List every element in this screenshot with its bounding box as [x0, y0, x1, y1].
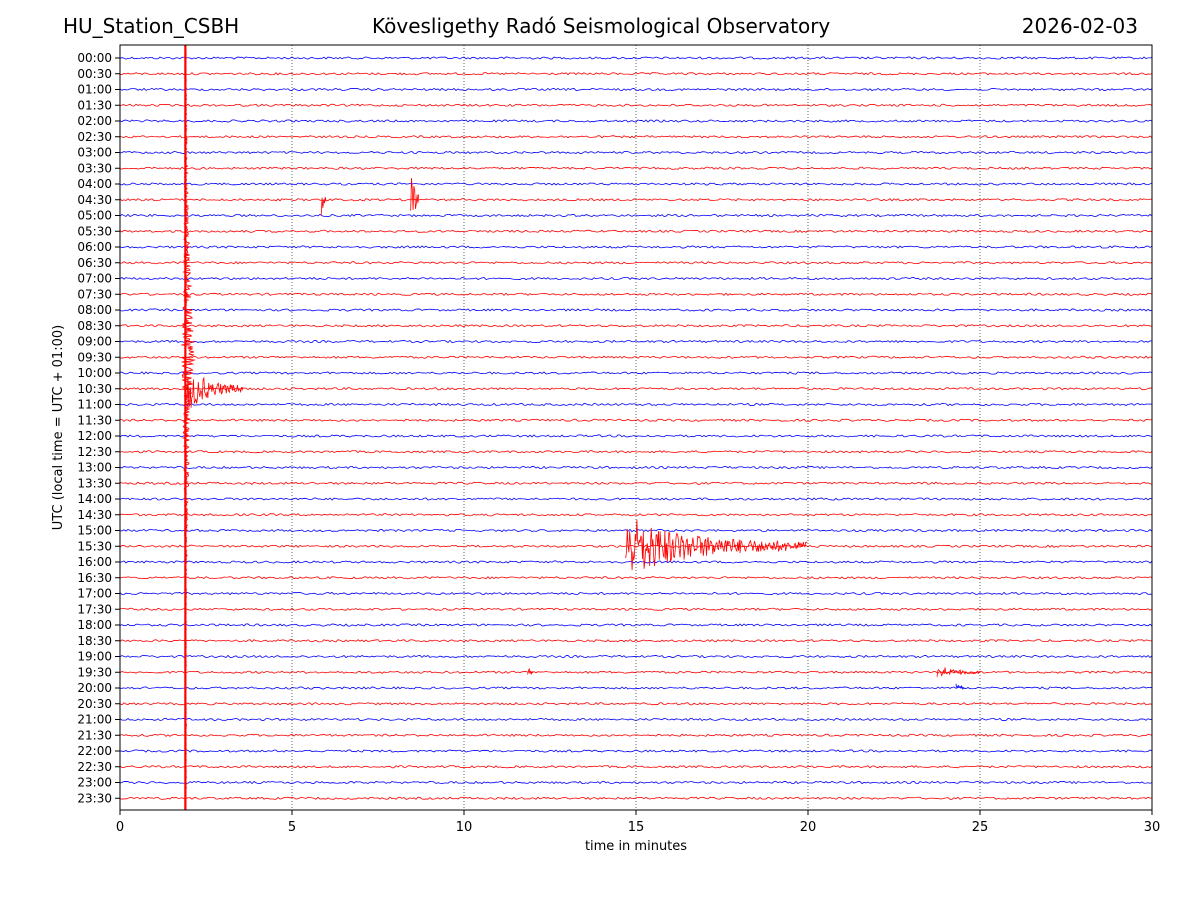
event-2	[186, 376, 244, 408]
y-tick-label: 14:00	[77, 492, 112, 506]
y-tick-label: 17:00	[77, 587, 112, 601]
event-group	[181, 45, 980, 810]
y-tick-label: 10:30	[77, 382, 112, 396]
y-tick-label: 00:00	[77, 51, 112, 65]
x-tick-label: 5	[288, 820, 296, 835]
y-tick-label: 10:00	[77, 366, 112, 380]
event-4	[527, 667, 533, 675]
x-tick-label: 30	[1144, 820, 1161, 835]
y-tick-label: 23:30	[77, 791, 112, 805]
trace-1530	[119, 544, 1153, 548]
trace-2230	[119, 765, 1153, 769]
y-tick-label: 19:00	[77, 650, 112, 664]
y-tick-label: 22:30	[77, 760, 112, 774]
y-tick-label: 07:00	[77, 272, 112, 286]
x-tick-label: 20	[800, 820, 817, 835]
trace-0700	[119, 276, 1153, 281]
grid-lines	[291, 45, 981, 810]
x-tick-label: 15	[628, 820, 645, 835]
large-event-waveform	[181, 47, 196, 809]
y-tick-label: 03:30	[77, 161, 112, 175]
trace-0800	[119, 308, 1153, 312]
y-tick-label: 07:30	[77, 287, 112, 301]
x-tick-label: 0	[116, 820, 124, 835]
y-tick-label: 18:30	[77, 634, 112, 648]
event-3	[625, 519, 808, 571]
y-tick-label: 08:30	[77, 319, 112, 333]
y-tick-label: 17:30	[77, 602, 112, 616]
y-tick-label: 16:00	[77, 555, 112, 569]
y-tick-label: 04:00	[77, 177, 112, 191]
y-tick-label: 06:00	[77, 240, 112, 254]
y-tick-label: 09:00	[77, 335, 112, 349]
y-tick-label: 21:00	[77, 713, 112, 727]
trace-1100	[119, 402, 1153, 407]
x-axis-ticks: 0 5 10 15 20 25 30	[116, 810, 1160, 835]
y-tick-label: 13:00	[77, 461, 112, 475]
y-tick-label: 01:00	[77, 83, 112, 97]
y-tick-label: 20:30	[77, 697, 112, 711]
trace-2030	[119, 702, 1153, 706]
x-tick-label: 25	[972, 820, 989, 835]
y-tick-label: 21:30	[77, 728, 112, 742]
y-tick-label: 11:00	[77, 398, 112, 412]
y-tick-label: 02:00	[77, 114, 112, 128]
chart-date: 2026-02-03	[1021, 14, 1138, 38]
y-tick-label: 19:30	[77, 665, 112, 679]
y-tick-label: 13:30	[77, 476, 112, 490]
y-tick-label: 05:30	[77, 224, 112, 238]
x-tick-label: 10	[456, 820, 473, 835]
y-tick-label: 18:00	[77, 618, 112, 632]
trace-1700	[119, 591, 1153, 596]
trace-1030	[119, 387, 1153, 391]
y-tick-label: 09:30	[77, 350, 112, 364]
y-tick-label: 22:00	[77, 744, 112, 758]
y-tick-label: 20:00	[77, 681, 112, 695]
event-0	[320, 196, 327, 216]
y-tick-label: 15:30	[77, 539, 112, 553]
trace-0900	[119, 339, 1153, 344]
y-tick-label: 06:30	[77, 256, 112, 270]
x-axis-label: time in minutes	[585, 839, 687, 854]
y-tick-label: 05:00	[77, 209, 112, 223]
y-tick-label: 04:30	[77, 193, 112, 207]
y-tick-label: 12:30	[77, 445, 112, 459]
y-tick-label: 01:30	[77, 98, 112, 112]
event-1	[410, 178, 420, 211]
y-tick-label: 14:30	[77, 508, 112, 522]
y-tick-label: 11:30	[77, 413, 112, 427]
y-tick-label: 00:30	[77, 67, 112, 81]
y-tick-label: 02:30	[77, 130, 112, 144]
event-6	[955, 683, 966, 690]
y-tick-label: 23:00	[77, 776, 112, 790]
chart-title: Kövesligethy Radó Seismological Observat…	[372, 14, 831, 38]
y-tick-label: 15:00	[77, 524, 112, 538]
y-axis-label: UTC (local time = UTC + 01:00)	[51, 325, 66, 530]
y-tick-label: 03:00	[77, 146, 112, 160]
y-tick-label: 16:30	[77, 571, 112, 585]
station-name: HU_Station_CSBH	[63, 14, 240, 38]
trace-1330	[119, 481, 1153, 485]
y-tick-label: 08:00	[77, 303, 112, 317]
trace-0630	[119, 261, 1153, 265]
y-tick-label: 12:00	[77, 429, 112, 443]
trace-0430	[119, 198, 1153, 202]
event-5	[936, 667, 980, 677]
trace-1430	[119, 513, 1153, 517]
